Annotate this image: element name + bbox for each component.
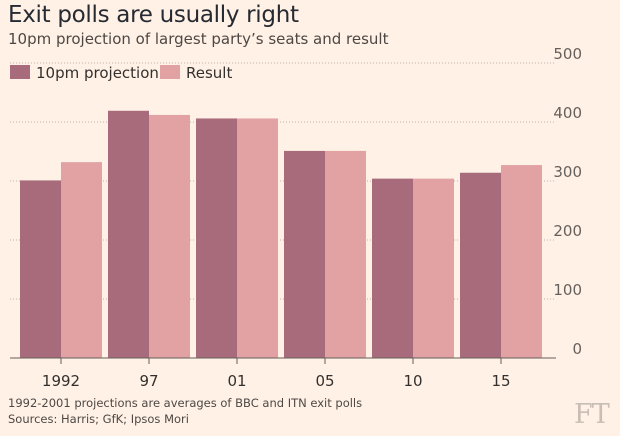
bar [149,114,190,358]
legend-label: Result [186,64,232,82]
bar [61,162,102,358]
x-tick-label: 01 [227,372,246,390]
source-note: Sources: Harris; GfK; Ipsos Mori [8,412,189,426]
bar [501,165,542,358]
y-tick-label: 0 [572,340,582,358]
legend-swatch [160,65,180,79]
y-tick-label: 300 [553,163,582,181]
y-tick-label: 100 [553,281,582,299]
x-tick-label: 97 [139,372,158,390]
x-tick-label: 15 [491,372,510,390]
y-tick-label: 500 [553,45,582,63]
legend-swatch [10,65,30,79]
bar [325,150,366,358]
bar [284,150,325,358]
ft-logo: FT [574,399,610,430]
bar [237,118,278,359]
y-tick-label: 200 [553,222,582,240]
x-tick-label: 10 [403,372,422,390]
bar [196,118,237,359]
x-tick-label: 05 [315,372,334,390]
chart-title: Exit polls are usually right [8,2,299,28]
legend-label: 10pm projection [36,64,159,82]
bar [413,178,454,358]
chart-subtitle: 10pm projection of largest party’s seats… [8,30,389,48]
bar [20,180,61,358]
bar [372,178,413,358]
bar [108,110,149,358]
x-tick-label: 1992 [42,372,80,390]
bar [460,172,501,358]
footnote: 1992-2001 projections are averages of BB… [8,396,363,410]
y-tick-label: 400 [553,104,582,122]
